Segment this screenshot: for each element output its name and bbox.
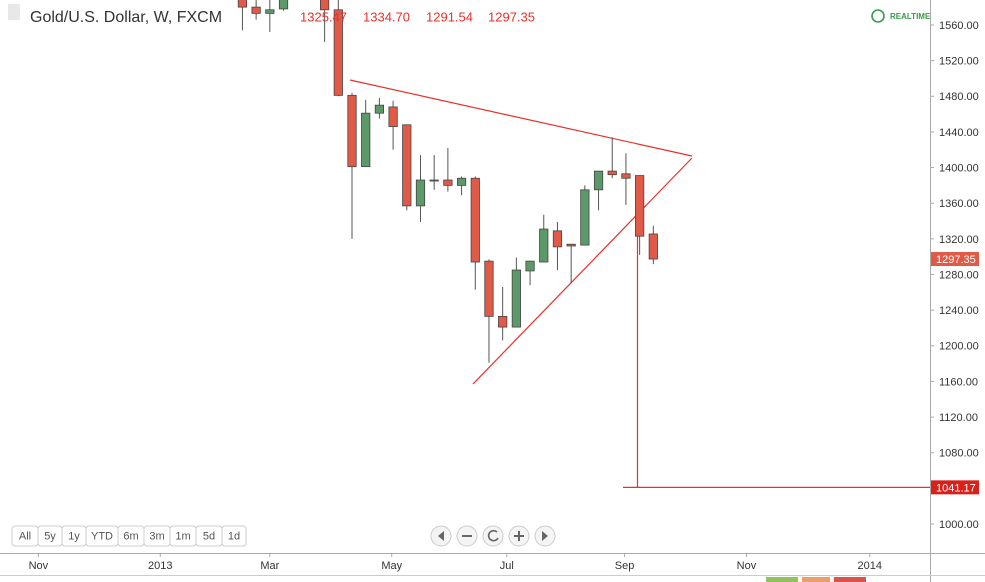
candle-body [429, 179, 439, 182]
candle-body [470, 177, 480, 263]
button-label: YTD [91, 530, 113, 542]
y-tick-label: 1240.00 [939, 305, 979, 317]
range-button[interactable]: 1m [169, 525, 197, 547]
button-label: 1y [68, 530, 80, 542]
button-frame [221, 525, 247, 547]
candle-body [415, 179, 426, 207]
y-tick-label: 1200.00 [939, 341, 979, 353]
footer-tab [802, 577, 830, 582]
x-tick-label: 2014 [857, 560, 881, 572]
range-button[interactable]: 1d [221, 525, 247, 547]
y-tick-label: 1000.00 [939, 519, 979, 531]
candle-body [402, 124, 412, 207]
button-label: 1m [175, 530, 190, 542]
x-tick-label: May [381, 560, 402, 572]
candle-body [607, 170, 617, 176]
x-tick-label: Sep [615, 560, 635, 572]
price-marker-box [931, 252, 979, 267]
candle-body [265, 9, 275, 14]
icon [438, 531, 444, 541]
candle-body [251, 6, 261, 14]
button-label: All [19, 530, 31, 542]
y-tick-label: 1160.00 [939, 376, 978, 388]
button-label: 6m [123, 530, 138, 542]
y-tick-label: 1120.00 [939, 412, 978, 424]
x-tick-label: Nov [29, 560, 49, 572]
icon [487, 529, 499, 542]
button-label: 5d [203, 530, 215, 542]
candle-body [333, 9, 343, 96]
candle-body [498, 315, 508, 328]
y-tick-label: 1320.00 [939, 234, 979, 246]
ohlc-value: 1291.54 [426, 9, 473, 24]
candle-body [237, 0, 248, 8]
button-label: 3m [149, 530, 164, 542]
y-tick-label: 1400.00 [939, 162, 979, 174]
realtime-icon [871, 9, 885, 23]
range-button[interactable]: 5y [37, 525, 63, 547]
reset-button[interactable] [482, 525, 504, 547]
ohlc-value: 1325.47 [300, 9, 347, 24]
button-label: 1d [228, 530, 240, 542]
y-tick-label: 1360.00 [939, 198, 979, 210]
candle-body [648, 233, 658, 260]
plot-area [237, 0, 693, 488]
candle-body [621, 173, 631, 179]
range-button[interactable]: All [11, 525, 39, 547]
candle-body [456, 177, 467, 186]
ohlc-value: 1297.35 [488, 9, 535, 24]
trend-line [472, 157, 693, 385]
candle-body [361, 112, 371, 168]
button-label: 5y [44, 530, 56, 542]
range-button[interactable]: YTD [85, 525, 119, 547]
y-tick-label: 1480.00 [939, 91, 979, 103]
y-tick-label: 1560.00 [939, 20, 979, 32]
candle-body [388, 106, 398, 127]
x-tick-label: Jul [500, 560, 514, 572]
candle-body [484, 260, 494, 317]
range-button[interactable]: 6m [117, 525, 145, 547]
candle-body [552, 230, 563, 248]
x-tick-label: 2013 [148, 560, 172, 572]
candle-body [320, 0, 330, 11]
icon [518, 531, 520, 541]
candle-body [443, 179, 453, 186]
nav-controls [430, 525, 556, 547]
y-tick-label: 1080.00 [939, 448, 979, 460]
y-tick-label: 1280.00 [939, 269, 979, 281]
realtime-label: REALTIME [890, 12, 931, 21]
range-button[interactable]: 5d [195, 525, 223, 547]
x-tick-label: Nov [737, 560, 757, 572]
candle-body [525, 260, 535, 272]
candle-body [511, 269, 521, 328]
ohlc-value: 1334.70 [363, 9, 410, 24]
range-button[interactable]: 3m [143, 525, 171, 547]
price-marker-box [931, 480, 979, 495]
candle-body [374, 104, 384, 114]
candle-body [539, 228, 549, 263]
icon [542, 531, 548, 541]
trend-line [349, 79, 693, 157]
candle-body [278, 0, 289, 10]
icon [462, 535, 472, 537]
toolbar-handle [8, 4, 20, 20]
footer-tab [766, 577, 798, 582]
candle-body [580, 189, 590, 246]
candle-body [635, 175, 645, 237]
range-button[interactable]: 1y [61, 525, 87, 547]
candle-body [566, 243, 576, 247]
y-tick-label: 1440.00 [939, 127, 979, 139]
x-tick-label: Mar [260, 560, 279, 572]
price-marker-label: 1297.35 [936, 254, 976, 266]
candle-body [347, 94, 357, 168]
candle-body [593, 170, 604, 191]
chart-title: Gold/U.S. Dollar, W, FXCM [30, 9, 222, 26]
y-tick-label: 1520.00 [939, 56, 979, 68]
price-marker-label: 1041.17 [936, 482, 976, 494]
footer-tab [834, 577, 866, 582]
